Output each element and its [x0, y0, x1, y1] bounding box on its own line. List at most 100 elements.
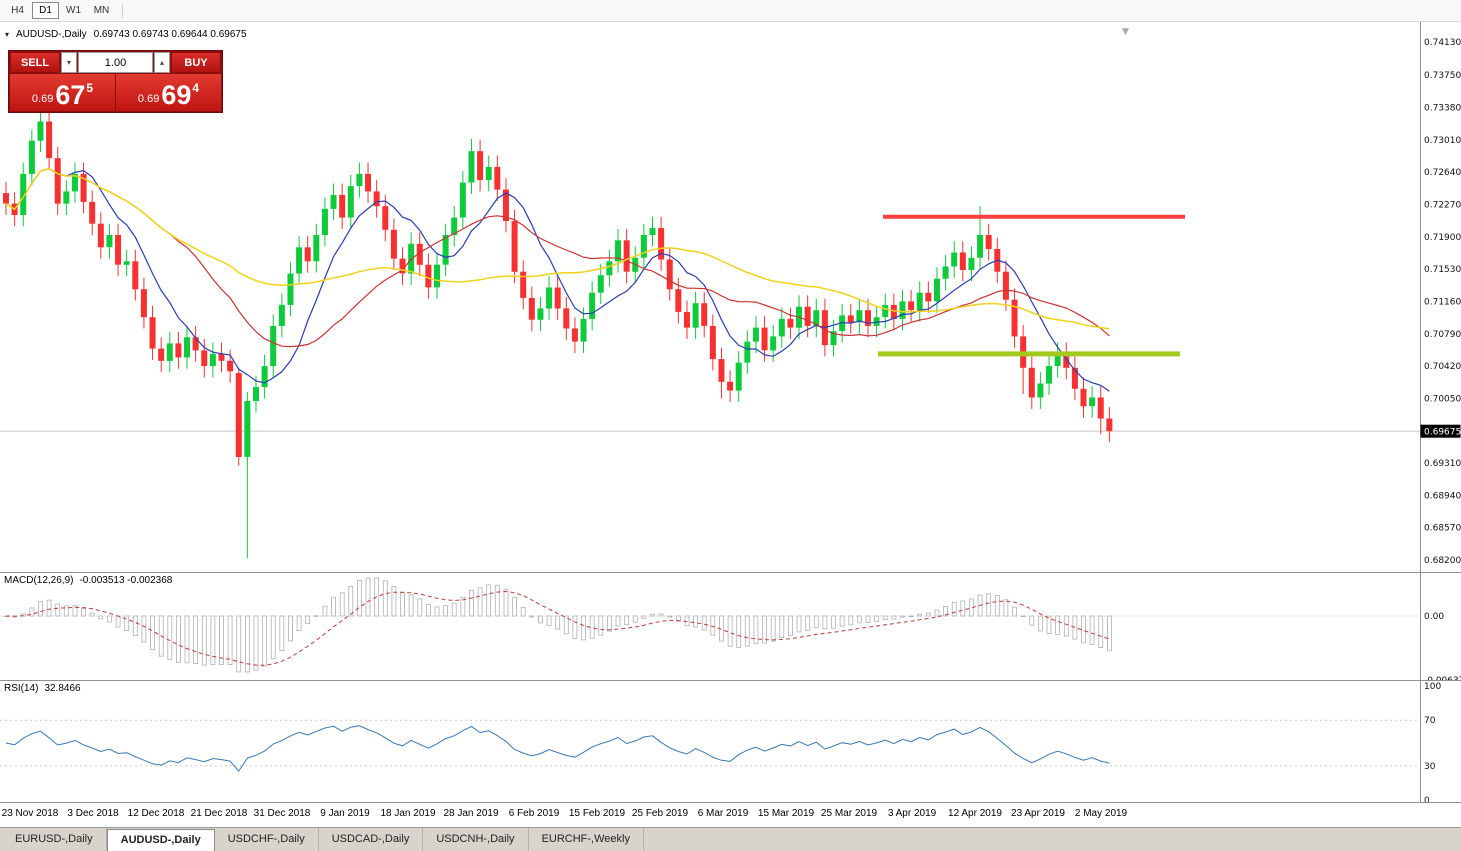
sell-price-pipette: 5 — [86, 81, 94, 95]
macd-axis-label: 0.00 — [1424, 612, 1444, 622]
price-axis-label: 0.68940 — [1424, 491, 1461, 501]
date-label: 6 Mar 2019 — [697, 808, 749, 819]
timeframe-toolbar: H4 D1 W1 MN — [0, 0, 1461, 22]
macd-name: MACD(12,26,9) — [4, 575, 74, 586]
macd-axis: 0.004331 0.00 -0.006373 — [1424, 572, 1461, 680]
price-axis-label: 0.70790 — [1424, 330, 1461, 340]
date-label: 6 Feb 2019 — [508, 808, 560, 819]
chart-header: ▾ AUDUSD-,Daily 0.69743 0.69743 0.69644 … — [5, 29, 247, 40]
ma-fast-line — [5, 168, 1110, 392]
one-click-trade-panel: SELL ▾ ▴ BUY 0.69 67 5 0.69 69 4 — [8, 50, 223, 113]
candles-group — [3, 110, 1113, 559]
date-label: 25 Mar 2019 — [820, 808, 878, 819]
timeframe-w1-button[interactable]: W1 — [60, 2, 87, 19]
timeframe-h4-button[interactable]: H4 — [4, 2, 31, 19]
sell-price-display[interactable]: 0.69 67 5 — [10, 74, 115, 111]
chevron-up-icon: ▴ — [159, 58, 164, 67]
collapse-icon[interactable]: ▾ — [5, 30, 10, 39]
rsi-axis: 100 70 30 0 — [1424, 682, 1441, 803]
date-axis: 23 Nov 2018 3 Dec 2018 12 Dec 2018 21 Dec 2… — [0, 803, 1461, 827]
macd-pane: 0.004331 0.00 -0.006373 MACD(12,26,9) -0.0… — [0, 572, 1461, 680]
macd-histogram — [3, 577, 1112, 673]
date-label: 15 Feb 2019 — [568, 808, 626, 819]
chart-shift-marker-icon[interactable]: ▼ — [1122, 27, 1129, 37]
price-axis: 0.74130 0.73750 0.73380 0.73010 0.72640 0.722… — [1424, 38, 1461, 566]
timeframe-mn-button[interactable]: MN — [88, 2, 115, 19]
sell-button[interactable]: SELL — [10, 52, 60, 73]
price-axis-label: 0.70050 — [1424, 394, 1461, 404]
sell-price-base: 0.69 — [31, 93, 54, 105]
main-chart-pane: 0.74130 0.73750 0.73380 0.73010 0.72640 0.722… — [0, 22, 1461, 572]
chart-tab-usdcnh-daily[interactable]: USDCNH-,Daily — [423, 828, 529, 851]
date-label: 15 Mar 2019 — [757, 808, 815, 819]
price-axis-label: 0.68570 — [1424, 524, 1461, 534]
current-price-tag-bg — [1420, 424, 1461, 438]
ohlc-values: 0.69743 0.69743 0.69644 0.69675 — [93, 29, 247, 40]
price-axis-label: 0.71900 — [1424, 233, 1461, 243]
buy-button[interactable]: BUY — [171, 52, 221, 73]
toolbar-separator — [122, 3, 123, 18]
macd-axis-label: -0.006373 — [1424, 676, 1461, 680]
sell-price-pips: 67 — [55, 80, 86, 111]
price-axis-label: 0.69310 — [1424, 459, 1461, 469]
rsi-line — [5, 725, 1110, 772]
price-axis-label: 0.71530 — [1424, 265, 1461, 275]
price-axis-label: 0.73750 — [1424, 71, 1461, 81]
date-label: 12 Apr 2019 — [948, 808, 1002, 819]
main-chart-canvas[interactable]: 0.74130 0.73750 0.73380 0.73010 0.72640 0.722… — [0, 22, 1461, 572]
date-label: 2 May 2019 — [1074, 808, 1128, 819]
macd-label: MACD(12,26,9) -0.003513 -0.002368 — [4, 575, 172, 586]
date-label: 31 Dec 2018 — [253, 808, 311, 819]
rsi-axis-label: 0 — [1424, 796, 1430, 803]
chart-tab-usdcad-daily[interactable]: USDCAD-,Daily — [319, 828, 424, 851]
rsi-axis-label: 30 — [1424, 762, 1436, 772]
buy-price-pipette: 4 — [192, 81, 200, 95]
volume-dropdown-button[interactable]: ▾ — [61, 52, 77, 73]
macd-canvas[interactable]: 0.004331 0.00 -0.006373 — [0, 572, 1461, 680]
date-label: 28 Jan 2019 — [443, 808, 499, 819]
price-axis-label: 0.70420 — [1424, 362, 1461, 372]
chart-tab-usdchf-daily[interactable]: USDCHF-,Daily — [215, 828, 319, 851]
chart-tab-eurusd-daily[interactable]: EURUSD-,Daily — [2, 828, 107, 851]
price-axis-label: 0.74130 — [1424, 38, 1461, 48]
rsi-value: 32.8466 — [44, 683, 81, 694]
macd-axis-label: 0.004331 — [1424, 572, 1461, 573]
price-axis-label: 0.73380 — [1424, 104, 1461, 114]
rsi-axis-label: 100 — [1424, 682, 1441, 692]
buy-price-base: 0.69 — [137, 93, 160, 105]
buy-price-pips: 69 — [161, 80, 192, 111]
price-axis-label: 0.68200 — [1424, 556, 1461, 566]
date-label: 23 Apr 2019 — [1011, 808, 1065, 819]
rsi-pane: 100 70 30 0 RSI(14) 32.8466 — [0, 680, 1461, 803]
date-label: 12 Dec 2018 — [127, 808, 185, 819]
date-label: 9 Jan 2019 — [320, 808, 370, 819]
date-label: 23 Nov 2018 — [1, 808, 59, 819]
macd-values: -0.003513 -0.002368 — [79, 575, 173, 586]
volume-input[interactable] — [78, 52, 153, 73]
ma-slow-line — [5, 167, 1110, 330]
price-axis-label: 0.73010 — [1424, 136, 1461, 146]
timeframe-d1-button[interactable]: D1 — [32, 2, 59, 19]
current-price-tag: 0.69675 — [1424, 428, 1461, 438]
buy-price-display[interactable]: 0.69 69 4 — [116, 74, 221, 111]
trade-panel-controls: SELL ▾ ▴ BUY — [10, 52, 221, 73]
chart-tabs: EURUSD-,Daily AUDUSD-,Daily USDCHF-,Daily U… — [0, 827, 1461, 851]
date-label: 3 Apr 2019 — [887, 808, 937, 819]
date-label: 18 Jan 2019 — [380, 808, 436, 819]
trade-panel-prices: 0.69 67 5 0.69 69 4 — [10, 74, 221, 111]
rsi-name: RSI(14) — [4, 683, 39, 694]
chart-tab-audusd-daily[interactable]: AUDUSD-,Daily — [106, 829, 215, 851]
volume-up-button[interactable]: ▴ — [154, 52, 170, 73]
price-axis-label: 0.72270 — [1424, 201, 1461, 211]
price-axis-label: 0.71160 — [1424, 297, 1461, 307]
ma-mid-line — [5, 168, 1110, 348]
date-label: 21 Dec 2018 — [190, 808, 248, 819]
chevron-down-icon: ▾ — [66, 58, 71, 67]
chart-tab-eurchf-weekly[interactable]: EURCHF-,Weekly — [529, 828, 644, 851]
rsi-canvas[interactable]: 100 70 30 0 — [0, 680, 1461, 803]
rsi-axis-label: 70 — [1424, 716, 1436, 726]
timeframe-buttons: H4 D1 W1 MN — [4, 2, 116, 19]
macd-signal-line — [5, 590, 1110, 666]
date-label: 3 Dec 2018 — [67, 808, 119, 819]
